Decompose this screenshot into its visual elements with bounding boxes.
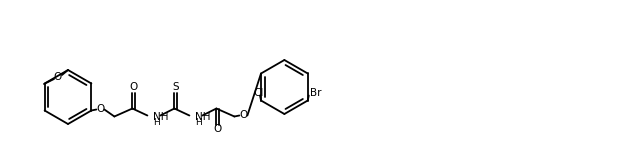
Text: Br: Br [310,88,321,98]
Text: H: H [154,118,160,127]
Text: O: O [130,82,138,92]
Text: H: H [195,118,202,127]
Text: O: O [96,103,104,113]
Text: O: O [54,72,62,82]
Text: NH: NH [195,112,211,122]
Text: S: S [173,82,179,92]
Text: O: O [214,125,222,134]
Text: O: O [239,109,248,119]
Text: Cl: Cl [254,88,264,98]
Text: NH: NH [154,112,169,122]
